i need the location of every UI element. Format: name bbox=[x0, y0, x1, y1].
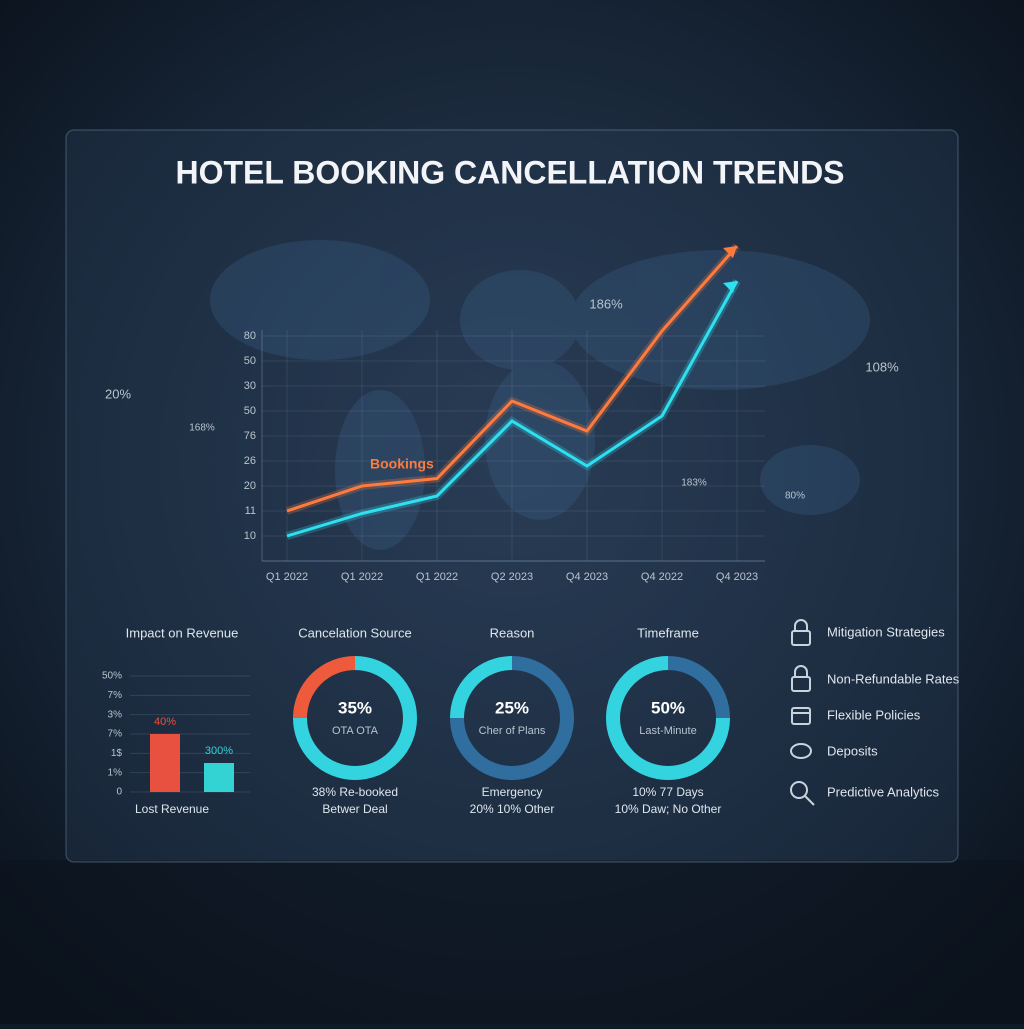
note: Emergency bbox=[482, 785, 543, 799]
center-subtext: Last-Minute bbox=[639, 725, 696, 737]
y-tick-label: 50 bbox=[244, 355, 256, 367]
annotation: 20% bbox=[105, 386, 131, 401]
x-tick-label: Q1 2022 bbox=[266, 571, 308, 583]
y-tick-label: 50 bbox=[244, 405, 256, 417]
arrow-head bbox=[723, 281, 737, 293]
note: 38% Re-booked bbox=[312, 785, 398, 799]
arrow-head bbox=[723, 246, 737, 258]
mitigation-title: Mitigation Strategies bbox=[827, 624, 945, 639]
x-tick-label: Q4 2022 bbox=[641, 571, 683, 583]
x-tick-label: Q4 2023 bbox=[716, 571, 758, 583]
y-tick-label: 50% bbox=[102, 671, 122, 682]
y-tick-label: 10 bbox=[244, 530, 256, 542]
note: 20% 10% Other bbox=[470, 802, 555, 816]
mitigation-item: Flexible Policies bbox=[827, 707, 921, 722]
y-tick-label: 30 bbox=[244, 380, 256, 392]
chart-title: Reason bbox=[490, 625, 535, 640]
bar bbox=[204, 763, 234, 792]
panel bbox=[65, 129, 959, 863]
floor-shade bbox=[0, 860, 1024, 1024]
donut-segment bbox=[293, 656, 417, 780]
donut-segment bbox=[667, 656, 730, 719]
donut-segment bbox=[606, 656, 730, 780]
chart-title: Timeframe bbox=[637, 625, 699, 640]
center-subtext: OTA OTA bbox=[332, 725, 379, 737]
series-line bbox=[286, 280, 739, 538]
y-tick-label: 80 bbox=[244, 330, 256, 342]
mitigation-item: Deposits bbox=[827, 743, 878, 758]
y-tick-label: 1% bbox=[108, 767, 123, 778]
note: Betwer Deal bbox=[322, 802, 387, 816]
chart-title: Impact on Revenue bbox=[126, 625, 239, 640]
x-tick-label: Lost Revenue bbox=[135, 802, 209, 816]
annotation: 186% bbox=[589, 296, 623, 311]
y-tick-label: 1$ bbox=[111, 748, 123, 759]
annotation: 108% bbox=[865, 359, 899, 374]
y-tick-label: 76 bbox=[244, 430, 256, 442]
series-line bbox=[286, 245, 739, 513]
center-text: 35% bbox=[338, 698, 372, 717]
y-tick-label: 7% bbox=[108, 690, 123, 701]
y-tick-label: 7% bbox=[108, 729, 123, 740]
chart-title: Cancelation Source bbox=[298, 625, 411, 640]
center-subtext: Cher of Plans bbox=[479, 725, 546, 737]
center-text: 50% bbox=[651, 698, 685, 717]
annotation: 183% bbox=[681, 478, 707, 489]
donut-segment bbox=[450, 656, 574, 780]
mitigation-item: Non-Refundable Rates bbox=[827, 671, 960, 686]
x-tick-label: Q1 2022 bbox=[416, 571, 458, 583]
bar bbox=[150, 734, 180, 792]
series-label: Bookings bbox=[370, 456, 434, 472]
donut-segment bbox=[293, 656, 356, 719]
x-tick-label: Q4 2023 bbox=[566, 571, 608, 583]
x-tick-label: Q2 2023 bbox=[491, 571, 533, 583]
note: 10% 77 Days bbox=[632, 785, 703, 799]
y-tick-label: 0 bbox=[116, 787, 122, 798]
y-tick-label: 20 bbox=[244, 480, 256, 492]
note: 10% Daw; No Other bbox=[615, 802, 722, 816]
donut-segment bbox=[450, 656, 513, 719]
annotation: 168% bbox=[189, 423, 215, 434]
x-tick-label: Q1 2022 bbox=[341, 571, 383, 583]
mitigation-item: Predictive Analytics bbox=[827, 784, 939, 799]
y-tick-label: 11 bbox=[245, 505, 256, 517]
annotation: 40% bbox=[154, 716, 176, 728]
annotation: 80% bbox=[785, 491, 805, 502]
annotation: 300% bbox=[205, 745, 233, 757]
mitigation: Mitigation Strategies Non-Refundable Rat… bbox=[790, 619, 960, 806]
y-tick-label: 3% bbox=[108, 709, 123, 720]
y-tick-label: 26 bbox=[244, 455, 256, 467]
icons bbox=[790, 619, 815, 806]
dashboard-title: HOTEL BOOKING CANCELLATION TRENDS bbox=[175, 154, 844, 190]
center-text: 25% bbox=[495, 698, 529, 717]
